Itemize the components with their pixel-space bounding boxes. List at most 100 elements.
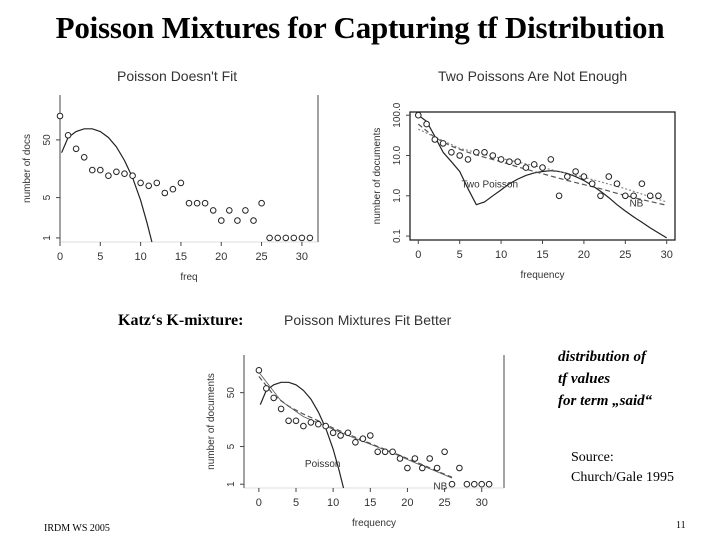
data-point: [250, 217, 257, 224]
data-point: [177, 179, 185, 187]
curve-label: Poisson: [305, 459, 341, 470]
data-point: [547, 156, 555, 163]
curve-label: NB: [433, 481, 447, 492]
x-tick-label: 15: [364, 497, 376, 509]
data-point: [274, 234, 282, 242]
data-point: [448, 149, 455, 156]
series-curve-2: [258, 371, 453, 479]
data-point: [290, 234, 298, 242]
data-point: [137, 179, 144, 187]
data-point: [419, 464, 426, 472]
data-point: [282, 234, 290, 242]
data-point: [381, 448, 389, 456]
y-axis-label: number of documents: [206, 373, 217, 470]
data-point: [185, 199, 193, 207]
data-point: [464, 156, 472, 163]
y-tick-label: 1.0: [392, 188, 403, 202]
note-line: distribution of: [558, 349, 646, 365]
y-tick-label: 10.0: [392, 145, 403, 165]
data-point: [463, 480, 471, 488]
x-tick-label: 25: [438, 497, 450, 509]
data-point: [285, 417, 292, 425]
chart-2-title: Two Poissons Are Not Enough: [438, 68, 628, 84]
chart-1-title: Poisson Doesn't Fit: [117, 68, 238, 84]
y-tick-label: 100.0: [392, 102, 403, 127]
data-point: [423, 120, 430, 128]
data-point: [263, 385, 270, 392]
katz-mixture-label: Katz‘s K-mixture:: [118, 312, 244, 329]
data-point: [72, 145, 80, 153]
data-point: [300, 422, 307, 430]
data-point: [359, 435, 367, 442]
data-point: [80, 154, 88, 161]
data-point: [153, 179, 161, 187]
x-tick-label: 10: [135, 251, 147, 263]
data-point: [307, 419, 315, 426]
data-point: [431, 136, 439, 143]
x-axis-label: frequency: [521, 270, 565, 281]
x-tick-label: 10: [327, 497, 339, 509]
data-point: [441, 448, 448, 456]
data-point: [292, 417, 300, 425]
data-point: [89, 166, 96, 174]
data-point: [367, 432, 374, 439]
data-point: [514, 158, 521, 165]
x-tick-label: 20: [401, 497, 413, 509]
data-point: [161, 189, 169, 197]
x-tick-label: 0: [256, 497, 262, 509]
x-tick-label: 20: [578, 249, 590, 261]
y-tick-label: 5: [226, 443, 237, 449]
source-line: Source:: [571, 450, 614, 465]
x-tick-label: 10: [495, 249, 507, 261]
y-axis-label: number of docs: [22, 134, 33, 203]
data-point: [638, 180, 646, 187]
data-point: [270, 394, 277, 402]
data-point: [456, 464, 463, 472]
data-point: [306, 234, 314, 242]
data-point: [97, 166, 104, 174]
data-point: [522, 164, 530, 171]
x-axis-label: frequency: [352, 518, 396, 529]
x-tick-label: 25: [255, 251, 267, 263]
data-point: [655, 192, 662, 200]
x-tick-label: 5: [97, 251, 103, 263]
y-tick-label: 5: [42, 194, 53, 200]
series-curve-2: [418, 128, 667, 203]
data-point: [415, 111, 422, 119]
data-point: [226, 207, 233, 214]
y-tick-label: 50: [42, 134, 53, 146]
data-point: [145, 182, 152, 190]
series-curve-0: [417, 114, 668, 239]
data-point: [201, 199, 209, 207]
data-point: [64, 132, 72, 139]
data-point: [298, 234, 306, 242]
x-tick-label: 15: [175, 251, 187, 263]
data-point: [193, 199, 201, 207]
data-point: [113, 168, 120, 176]
x-tick-label: 30: [476, 497, 488, 509]
series-curve-0: [259, 381, 345, 489]
chart-3-title: Poisson Mixtures Fit Better: [284, 312, 452, 328]
note-line: tf values: [558, 371, 611, 387]
data-point: [433, 464, 441, 472]
data-point: [448, 480, 456, 488]
data-point: [471, 480, 478, 488]
data-point: [411, 455, 419, 462]
data-point: [489, 152, 497, 159]
series-curve-1: [258, 376, 453, 478]
distribution-note: distribution of tf values for term „said…: [558, 346, 652, 412]
data-point: [580, 173, 588, 180]
data-point: [315, 420, 322, 428]
data-point: [530, 161, 538, 168]
x-tick-label: 25: [619, 249, 631, 261]
data-point: [497, 156, 505, 163]
chart-two-poissons: 0 5 10 15 20 25 30 0.1 1.0 10.0 100.0 frequency numb…: [372, 102, 676, 281]
data-point: [56, 112, 64, 120]
x-tick-label: 0: [415, 249, 421, 261]
data-point: [396, 455, 404, 462]
data-point: [242, 207, 249, 214]
source-line: Church/Gale 1995: [571, 470, 675, 485]
data-point: [258, 199, 265, 207]
